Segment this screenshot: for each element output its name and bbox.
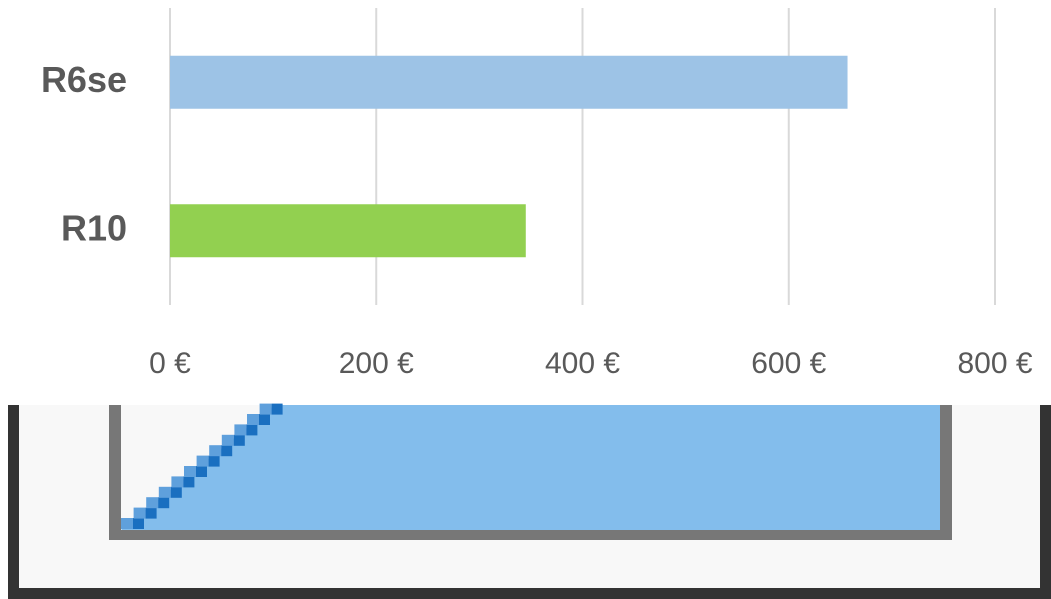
frame-left	[8, 405, 19, 599]
pixel-light	[146, 497, 159, 509]
pixel-light	[171, 476, 184, 488]
bar	[170, 55, 848, 109]
staircase	[121, 403, 283, 529]
pixel-light	[196, 455, 209, 467]
x-tick-label: 400 €	[545, 347, 620, 380]
x-tick-label: 600 €	[751, 347, 826, 380]
y-tick-label: R10	[61, 207, 127, 248]
pixel-dark	[271, 403, 283, 415]
decoration-panel	[8, 403, 1051, 599]
pixel-light	[259, 403, 272, 415]
pixel-dark	[145, 507, 157, 519]
pixel-light	[121, 518, 133, 529]
pixel-dark	[196, 466, 207, 477]
fill-area	[121, 405, 940, 530]
pixel-light	[133, 507, 146, 519]
pixel-light	[209, 445, 222, 457]
y-tick-label: R6se	[41, 59, 127, 100]
pixel-dark	[208, 455, 220, 467]
container-bottom	[109, 530, 952, 540]
pixel-light	[234, 424, 247, 436]
x-tick-label: 200 €	[339, 347, 414, 380]
bar-chart: 0 € 200 € 400 € 600 € 800 € R6se R10	[41, 8, 1033, 380]
pixel-dark	[183, 476, 195, 488]
pixel-dark	[233, 434, 245, 446]
bar	[170, 204, 526, 258]
pixel-light	[158, 486, 171, 498]
container-right	[940, 405, 952, 540]
x-tick-label: 800 €	[957, 347, 1032, 380]
frame-bottom	[8, 588, 1051, 599]
pixel-light	[247, 414, 259, 425]
pixel-dark	[221, 445, 233, 457]
frame-right	[1040, 405, 1051, 599]
pixel-light	[221, 434, 234, 446]
pixel-light	[184, 466, 196, 477]
pixel-dark	[158, 497, 170, 509]
x-tick-label: 0 €	[149, 347, 191, 380]
pixel-dark	[170, 486, 182, 498]
pixel-dark	[246, 424, 258, 436]
pixel-dark	[133, 518, 144, 529]
container-left	[109, 405, 121, 540]
pixel-dark	[259, 414, 270, 425]
